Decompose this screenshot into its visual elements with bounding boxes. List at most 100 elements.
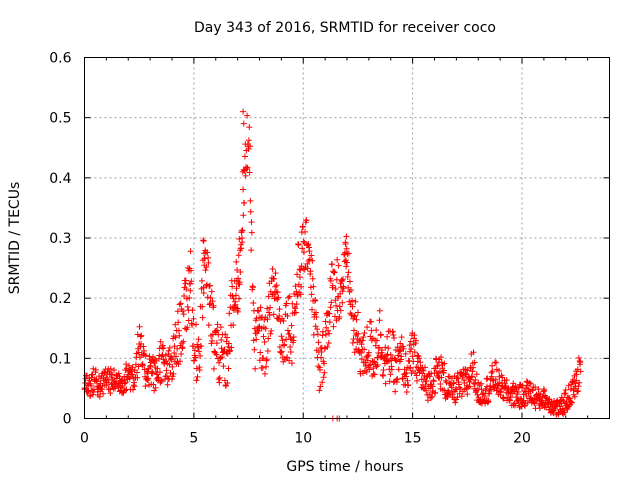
data-point [205, 322, 212, 329]
data-point [206, 301, 213, 308]
data-point [239, 227, 246, 234]
data-point [412, 337, 419, 344]
data-point [278, 349, 285, 356]
data-point [550, 407, 557, 414]
data-point [249, 284, 256, 291]
data-point [185, 317, 192, 324]
data-point [230, 322, 237, 329]
data-point [328, 299, 335, 306]
data-points [81, 108, 584, 422]
y-tick-label: 0.3 [49, 231, 71, 247]
data-point [163, 373, 170, 380]
data-point [190, 343, 197, 350]
y-tick-label: 0 [63, 412, 72, 428]
data-point [327, 277, 334, 284]
data-point [195, 343, 202, 350]
data-point [172, 334, 179, 341]
data-point [236, 236, 243, 243]
data-point [259, 364, 266, 371]
data-point [493, 359, 500, 366]
data-point [247, 143, 254, 150]
data-point [326, 330, 333, 337]
data-point [155, 374, 162, 381]
data-point [90, 386, 97, 393]
data-point [210, 365, 217, 372]
data-point [342, 240, 349, 247]
data-point [229, 292, 236, 299]
data-point [152, 384, 159, 391]
data-point [167, 353, 174, 360]
data-point [325, 340, 332, 347]
data-point [169, 363, 176, 370]
data-point [213, 340, 220, 347]
data-point [333, 302, 340, 309]
data-point [332, 285, 339, 292]
data-point [409, 353, 416, 360]
data-point [489, 368, 496, 375]
data-point [139, 362, 146, 369]
data-point [303, 217, 310, 224]
data-point [89, 391, 96, 398]
data-point [225, 340, 232, 347]
data-point [210, 302, 217, 309]
data-point [156, 369, 163, 376]
data-point [427, 395, 434, 402]
data-point [204, 294, 211, 301]
data-point [307, 284, 314, 291]
data-point [169, 376, 175, 383]
data-point [339, 299, 346, 306]
data-point [200, 289, 207, 296]
data-point [129, 371, 136, 378]
data-point [472, 376, 479, 383]
data-point [571, 393, 578, 400]
data-point [339, 288, 346, 295]
data-point [216, 374, 223, 381]
data-point [222, 331, 229, 338]
data-point [371, 371, 378, 378]
data-point [88, 382, 95, 389]
data-point [240, 120, 247, 127]
data-point [351, 349, 358, 356]
data-point [287, 334, 294, 341]
data-point [225, 365, 232, 372]
data-point [452, 399, 459, 406]
data-point [469, 368, 476, 375]
data-point [257, 349, 264, 356]
data-point [405, 365, 412, 372]
data-point [154, 365, 161, 372]
data-point [304, 265, 311, 272]
data-point [295, 241, 302, 248]
data-point [236, 279, 243, 286]
data-point [376, 317, 383, 324]
data-point [288, 322, 295, 329]
data-point [373, 337, 380, 344]
data-point [394, 344, 401, 351]
data-point [175, 319, 182, 326]
data-point [373, 363, 380, 370]
data-point [118, 377, 125, 384]
data-point [171, 349, 178, 356]
data-point [525, 385, 532, 392]
x-tick-label: 20 [513, 431, 531, 447]
data-point [443, 379, 450, 386]
data-point [234, 308, 241, 315]
data-point [262, 325, 269, 332]
data-point [333, 317, 340, 324]
data-point [207, 294, 214, 301]
data-point [366, 366, 373, 373]
y-tick-label: 0.5 [49, 111, 71, 127]
data-point [174, 345, 181, 352]
data-point [319, 379, 326, 386]
data-point [182, 277, 189, 284]
data-point [125, 362, 132, 369]
data-point [526, 379, 533, 386]
data-point [345, 269, 352, 276]
data-point [386, 378, 393, 385]
data-point [279, 337, 286, 344]
data-point [254, 307, 261, 314]
data-point [299, 223, 306, 230]
data-point [360, 333, 367, 340]
data-point [382, 344, 389, 351]
data-point [107, 365, 114, 372]
data-point [293, 301, 300, 308]
